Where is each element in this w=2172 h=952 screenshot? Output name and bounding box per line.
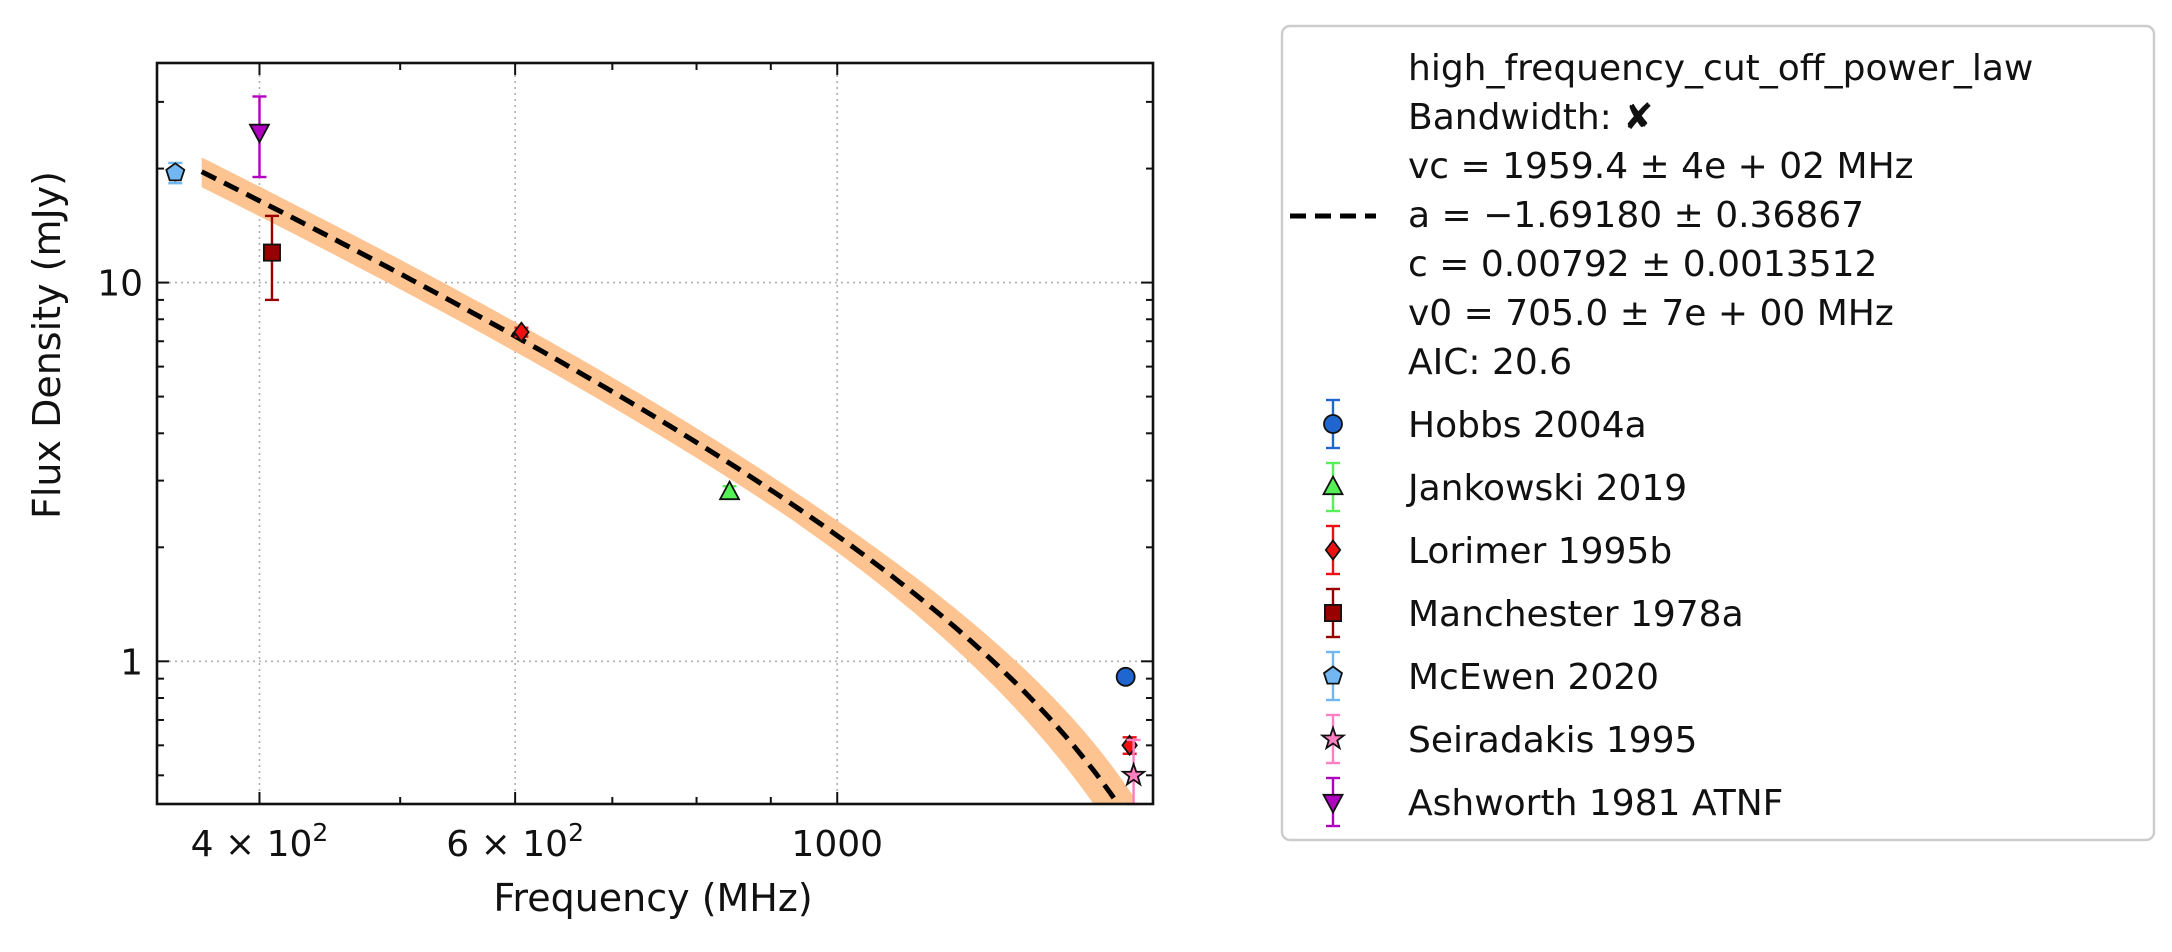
series-lorimer-1995b — [513, 321, 1138, 757]
legend-swatch — [1319, 713, 1347, 765]
legend-marker — [1321, 793, 1345, 815]
data-point — [262, 243, 281, 262]
x-tick-label: 1000 — [791, 824, 883, 865]
legend-marker — [1324, 539, 1342, 561]
x-tick-label: 6 × 102 — [446, 818, 584, 865]
y-axis-label: Flux Density (mJy) — [25, 171, 69, 519]
plot-area — [157, 63, 1153, 806]
legend-marker — [1321, 474, 1345, 496]
series-mcewen-2020 — [165, 161, 186, 185]
series-hobbs-2004a — [1115, 666, 1136, 687]
legend-entry: Ashworth 1981 ATNF — [1408, 783, 1783, 824]
legend-swatch — [1324, 524, 1342, 576]
legend-swatch — [1323, 398, 1343, 450]
x-tick-label-base: 6 — [446, 824, 469, 865]
data-point — [513, 321, 530, 344]
legend-fit-line: vc = 1959.4 ± 4e + 02 MHz — [1408, 146, 1914, 187]
legend-marker — [1322, 665, 1344, 685]
legend-box — [1280, 24, 2156, 842]
legend-swatch — [1321, 776, 1345, 828]
legend-entry: McEwen 2020 — [1408, 657, 1659, 698]
fit-line — [200, 169, 1121, 804]
data-point — [248, 123, 271, 145]
legend-entry: Jankowski 2019 — [1406, 468, 1687, 509]
legend-entry: Seiradakis 1995 — [1408, 720, 1697, 761]
series-jankowski-2019 — [718, 479, 741, 501]
y-tick-label: 10 — [97, 264, 143, 305]
x-axis-label: Frequency (MHz) — [493, 876, 812, 920]
fit-group — [200, 157, 1134, 804]
y-tick-label: 1 — [120, 642, 143, 683]
data-point — [1120, 761, 1147, 787]
x-tick-label-exponent: 2 — [312, 818, 328, 847]
legend-swatch — [1322, 650, 1344, 702]
x-tick-label-times: × 10 — [214, 824, 313, 865]
legend-swatch — [1324, 587, 1343, 639]
data-point — [718, 479, 741, 501]
legend-entry: Lorimer 1995b — [1408, 531, 1672, 572]
series-ashworth-1981-atnf — [248, 95, 271, 179]
legend-fit-line: a = −1.69180 ± 0.36867 — [1408, 195, 1864, 236]
fit-uncertainty-band — [201, 157, 1134, 804]
legend-swatch — [1321, 461, 1345, 513]
legend-fit-line: AIC: 20.6 — [1408, 342, 1572, 383]
x-tick-label-base: 4 — [191, 824, 214, 865]
legend-fit-line: v0 = 705.0 ± 7e + 00 MHz — [1408, 293, 1894, 334]
legend: high_frequency_cut_off_power_law Bandwidt… — [1280, 24, 2156, 842]
data-point — [165, 162, 186, 182]
x-tick-label: 4 × 102 — [191, 818, 329, 865]
legend-marker — [1324, 604, 1343, 623]
legend-entry: Hobbs 2004a — [1408, 405, 1647, 446]
x-tick-label-times: × 10 — [469, 824, 568, 865]
legend-marker — [1323, 414, 1343, 434]
legend-marker — [1319, 725, 1347, 751]
legend-fit-line: Bandwidth: ✘ — [1408, 97, 1653, 138]
series-manchester-1978a — [262, 214, 281, 302]
data-point — [1115, 666, 1136, 687]
legend-fit-line: c = 0.00792 ± 0.0013512 — [1408, 244, 1877, 285]
legend-fit-line: high_frequency_cut_off_power_law — [1408, 48, 2033, 89]
legend-entry: Manchester 1978a — [1408, 594, 1744, 635]
x-tick-label-exponent: 2 — [568, 818, 584, 847]
